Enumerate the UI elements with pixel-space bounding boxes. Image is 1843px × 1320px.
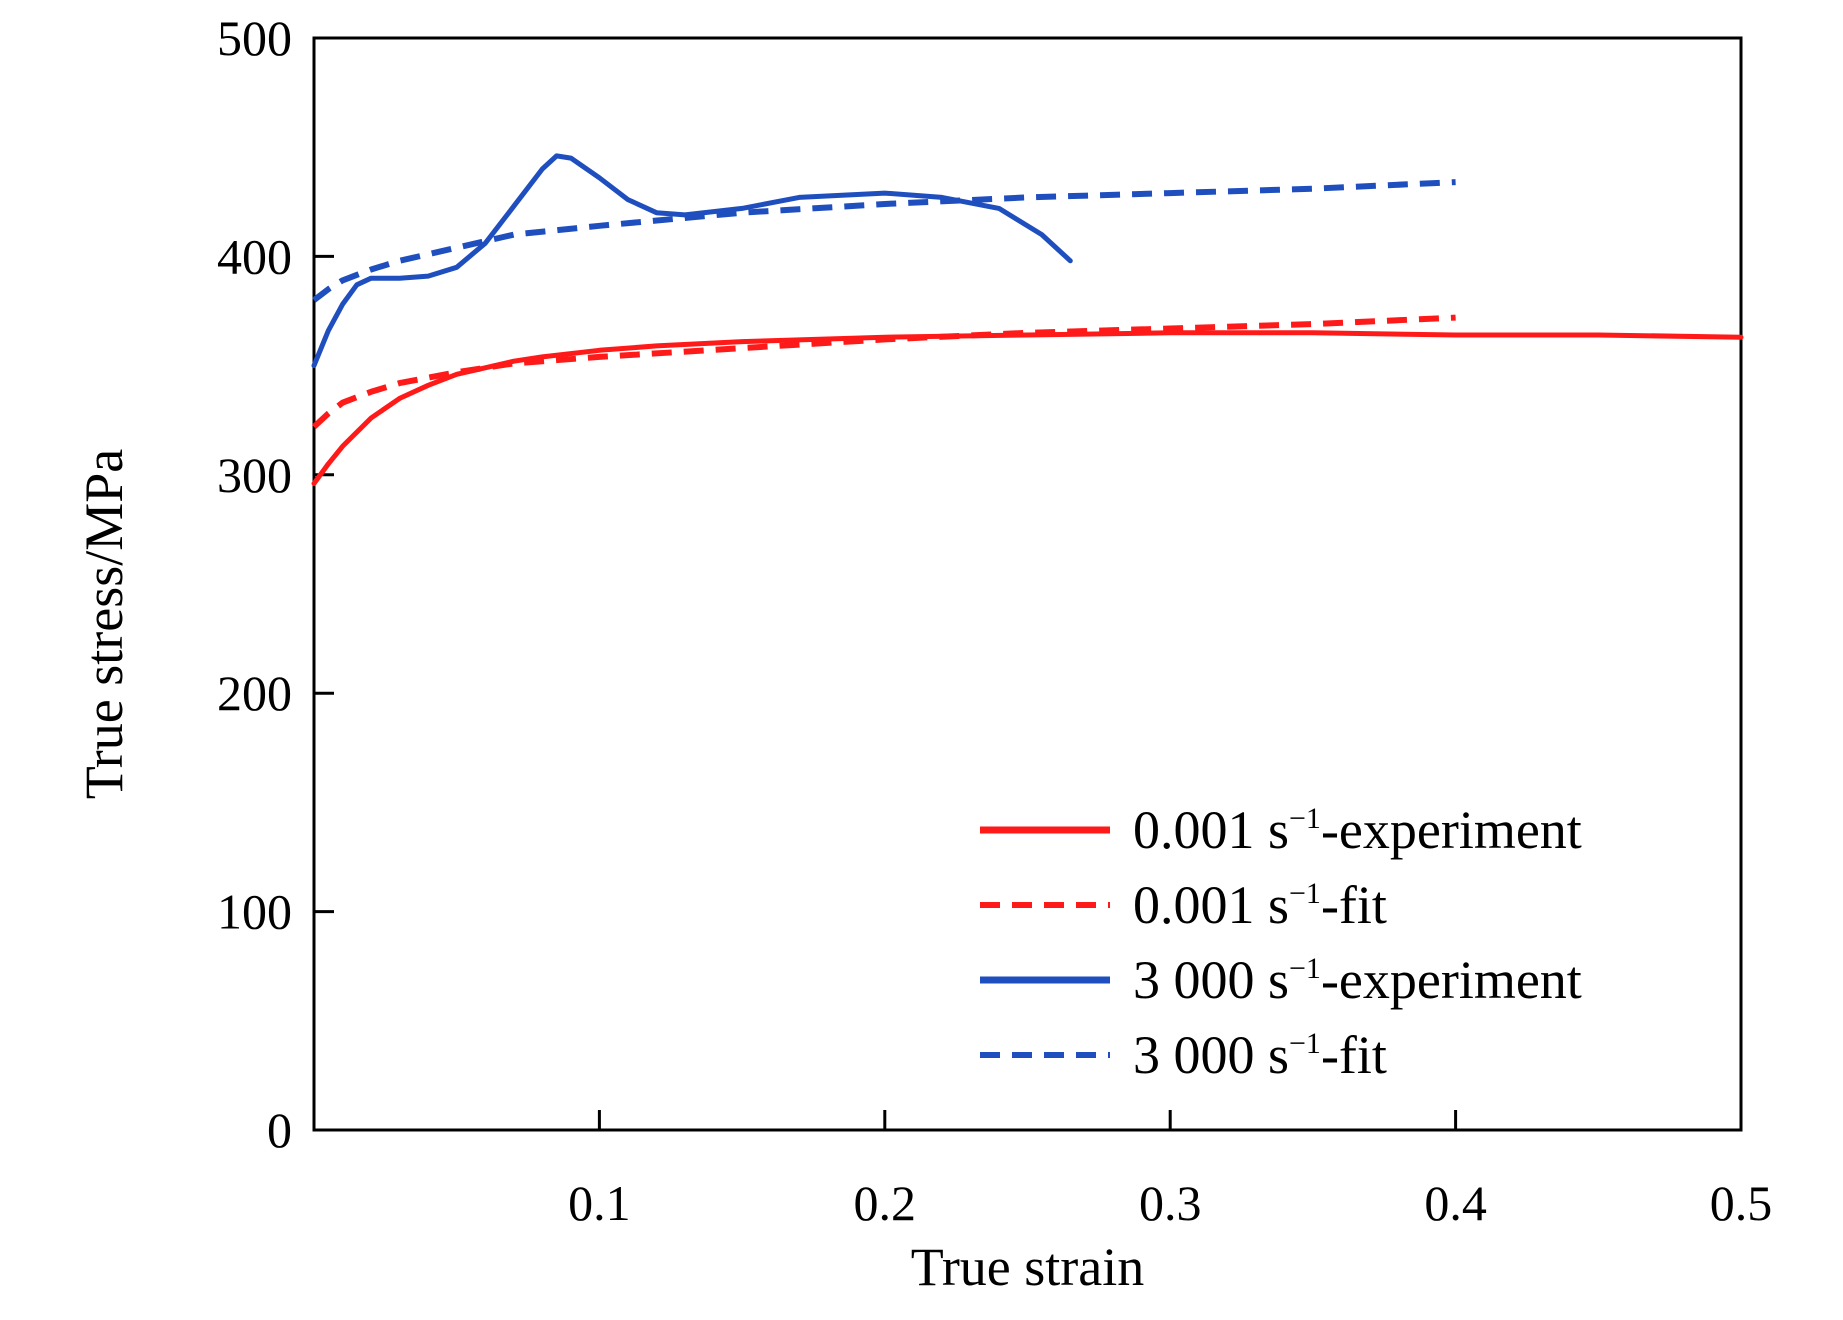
legend-label-superscript: −1 [1289, 877, 1321, 910]
x-axis-ticks: 0.1 0.2 0.3 0.4 0.5 [568, 1110, 1772, 1231]
legend-label-prefix: 0.001 s [1133, 800, 1289, 860]
x-tick-label: 0.5 [1710, 1175, 1773, 1231]
y-axis-ticks: 0 100 200 300 400 500 [217, 10, 334, 1158]
y-tick-label: 300 [217, 447, 292, 503]
x-tick-label: 0.4 [1424, 1175, 1487, 1231]
legend-label-prefix: 3 000 s [1133, 1025, 1289, 1085]
y-tick-label: 200 [217, 665, 292, 721]
y-axis-title: True stress/MPa [74, 449, 134, 800]
plot-area [312, 36, 1743, 1132]
legend-label-4: 3 000 s−1-fit [1133, 1025, 1387, 1085]
series-line-4 [312, 179, 1456, 303]
legend-label-suffix: -experiment [1321, 950, 1582, 1010]
legend-label-prefix: 0.001 s [1133, 875, 1289, 935]
x-tick-label: 0.1 [568, 1175, 631, 1231]
legend-label-prefix: 3 000 s [1133, 950, 1289, 1010]
y-tick-label: 500 [217, 10, 292, 66]
plot-frame [312, 36, 1743, 1132]
x-tick-label: 0.3 [1139, 1175, 1202, 1231]
y-tick-label: 0 [267, 1102, 292, 1158]
x-axis-title: True strain [911, 1237, 1145, 1297]
legend-label-superscript: −1 [1289, 802, 1321, 835]
series-line-2 [311, 314, 1456, 430]
legend-label-superscript: −1 [1289, 952, 1321, 985]
legend-label-2: 0.001 s−1-fit [1133, 875, 1387, 935]
series-layer [311, 153, 1744, 486]
series-line-3 [311, 153, 1073, 369]
y-tick-label: 100 [217, 884, 292, 940]
legend-label-1: 0.001 s−1-experiment [1133, 800, 1582, 860]
legend-label-superscript: −1 [1289, 1027, 1321, 1060]
y-tick-label: 400 [217, 228, 292, 284]
legend-label-suffix: -fit [1321, 1025, 1387, 1085]
legend-label-suffix: -experiment [1321, 800, 1582, 860]
x-tick-label: 0.2 [854, 1175, 917, 1231]
legend-label-3: 3 000 s−1-experiment [1133, 950, 1582, 1010]
legend-label-suffix: -fit [1321, 875, 1387, 935]
series-line-1 [311, 330, 1744, 486]
